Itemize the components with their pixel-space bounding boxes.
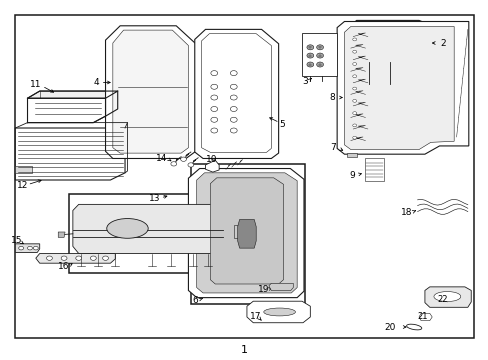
Text: 4: 4 [93, 78, 99, 87]
Text: 22: 22 [436, 294, 447, 303]
Text: 10: 10 [205, 155, 217, 164]
Circle shape [210, 128, 217, 133]
Text: 16: 16 [58, 262, 70, 271]
Text: 18: 18 [400, 208, 411, 217]
Text: 1: 1 [241, 345, 247, 355]
Polygon shape [205, 160, 219, 172]
Polygon shape [194, 30, 278, 158]
Circle shape [316, 62, 323, 67]
Ellipse shape [263, 308, 295, 316]
Ellipse shape [406, 324, 421, 330]
Circle shape [90, 256, 96, 260]
Text: 21: 21 [416, 312, 427, 321]
Polygon shape [201, 34, 271, 152]
Circle shape [352, 75, 356, 78]
Text: 14: 14 [156, 154, 167, 163]
Polygon shape [196, 173, 297, 293]
Text: 20: 20 [384, 323, 395, 332]
Polygon shape [348, 21, 430, 62]
Circle shape [230, 84, 237, 89]
Polygon shape [113, 30, 188, 153]
Polygon shape [27, 91, 118, 98]
Polygon shape [58, 232, 65, 237]
Polygon shape [336, 22, 468, 154]
Circle shape [170, 162, 176, 166]
Polygon shape [73, 204, 222, 253]
Circle shape [306, 53, 313, 58]
Circle shape [230, 128, 237, 133]
Circle shape [352, 38, 356, 41]
Text: 11: 11 [30, 81, 41, 90]
Circle shape [180, 157, 186, 161]
Text: 3: 3 [302, 77, 307, 86]
Circle shape [19, 246, 23, 250]
Polygon shape [346, 153, 356, 157]
Polygon shape [188, 168, 304, 298]
Circle shape [76, 256, 81, 260]
Circle shape [352, 63, 356, 66]
Circle shape [306, 62, 313, 67]
Circle shape [46, 256, 52, 260]
Polygon shape [15, 244, 40, 252]
Circle shape [210, 71, 217, 76]
Ellipse shape [433, 292, 460, 302]
Text: 12: 12 [17, 181, 28, 190]
Polygon shape [15, 166, 32, 173]
Text: 6: 6 [191, 296, 197, 305]
Polygon shape [27, 98, 105, 123]
Text: 13: 13 [148, 194, 160, 203]
Polygon shape [15, 128, 125, 180]
Circle shape [352, 136, 356, 139]
Text: 7: 7 [330, 143, 335, 152]
Circle shape [352, 87, 356, 90]
Circle shape [210, 117, 217, 122]
Circle shape [210, 95, 217, 100]
Circle shape [210, 84, 217, 89]
Circle shape [230, 117, 237, 122]
Text: 2: 2 [439, 39, 445, 48]
Ellipse shape [106, 219, 148, 238]
Circle shape [316, 53, 323, 58]
Circle shape [352, 112, 356, 114]
Text: 5: 5 [279, 120, 285, 129]
Circle shape [352, 124, 356, 127]
Circle shape [27, 246, 32, 250]
Polygon shape [246, 301, 310, 323]
Circle shape [187, 163, 193, 167]
Circle shape [210, 107, 217, 112]
Text: 9: 9 [348, 171, 354, 180]
Bar [69, 194, 235, 273]
Text: 17: 17 [249, 312, 261, 321]
Text: 19: 19 [258, 285, 269, 294]
Polygon shape [268, 283, 293, 291]
Circle shape [306, 45, 313, 50]
Bar [365, 158, 383, 181]
Circle shape [102, 256, 108, 260]
Polygon shape [424, 287, 470, 307]
Bar [190, 164, 305, 304]
Bar [302, 33, 336, 76]
Text: 15: 15 [11, 237, 22, 246]
Text: 8: 8 [329, 93, 334, 102]
Circle shape [352, 99, 356, 102]
Polygon shape [105, 26, 195, 158]
Polygon shape [105, 91, 118, 116]
Circle shape [352, 50, 356, 53]
Circle shape [61, 256, 67, 260]
Polygon shape [418, 314, 431, 320]
Circle shape [33, 246, 38, 250]
Circle shape [316, 45, 323, 50]
Polygon shape [36, 253, 115, 263]
Polygon shape [210, 178, 283, 284]
Circle shape [230, 95, 237, 100]
Circle shape [230, 107, 237, 112]
Polygon shape [237, 220, 256, 248]
Polygon shape [344, 27, 453, 149]
Polygon shape [233, 225, 239, 238]
Circle shape [230, 71, 237, 76]
